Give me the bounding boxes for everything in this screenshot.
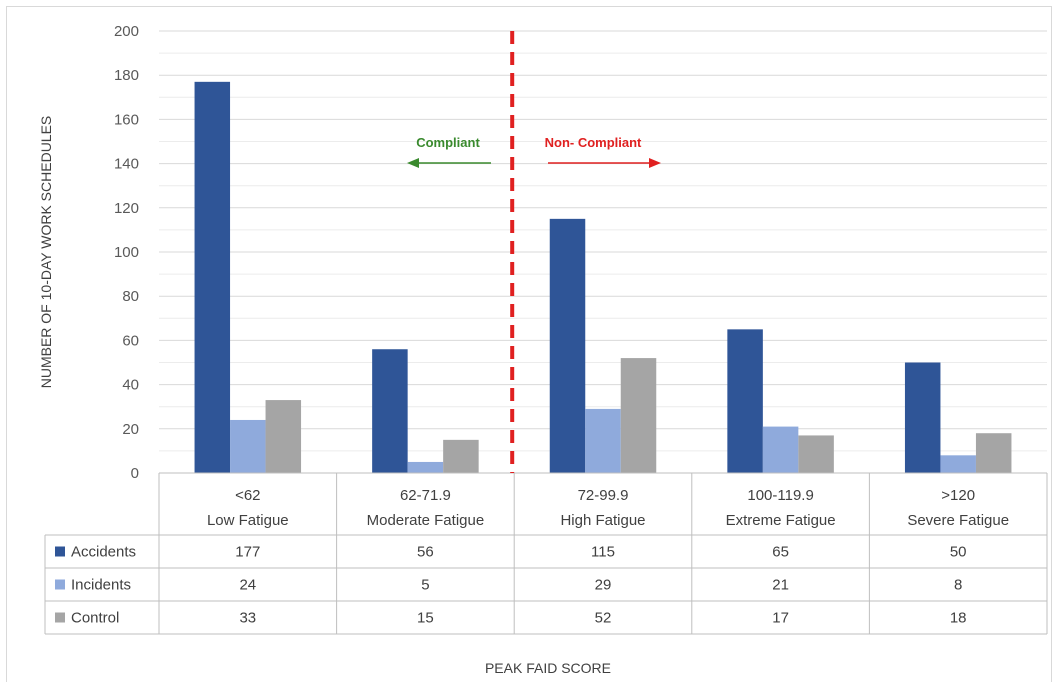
y-tick-label: 120 [114, 200, 139, 217]
data-table-value: 115 [591, 544, 615, 561]
legend-key-control [55, 612, 65, 623]
data-table-value: 15 [417, 610, 434, 627]
bar-incidents [762, 426, 799, 473]
bar-control [443, 439, 479, 473]
y-tick-label: 20 [122, 421, 139, 438]
data-table-value: 17 [772, 610, 789, 627]
bar-accidents [372, 349, 408, 473]
y-tick-label: 200 [114, 23, 139, 40]
data-table-value: 18 [950, 610, 967, 627]
bar-incidents [407, 461, 444, 473]
non-compliant-label: Non- Compliant [545, 135, 642, 150]
chart-svg: 0 20 40 60 80 100 120 140 160 180 200 <62 Low Fatigu… [38, 23, 1048, 676]
category-label-line1: 100-119.9 [747, 487, 813, 504]
y-tick-label: 40 [122, 377, 139, 394]
y-tick-label: 80 [122, 288, 139, 305]
bar-incidents [940, 455, 976, 473]
data-table-value: 33 [239, 610, 256, 627]
bar-accidents [904, 362, 941, 473]
compliant-arrowhead [407, 158, 419, 168]
legend-key-incidents [55, 579, 65, 590]
data-table-value: 21 [772, 577, 789, 594]
bar-incidents [230, 419, 266, 473]
legend-label-incidents: Incidents [71, 577, 131, 594]
data-table-value: 8 [954, 577, 962, 594]
y-axis-title: NUMBER OF 10-DAY WORK SCHEDULES [38, 116, 54, 389]
bar-accidents [549, 218, 586, 473]
category-label-line2: Moderate Fatigue [367, 512, 485, 529]
category-label-line2: High Fatigue [560, 512, 645, 529]
y-tick-label: 60 [122, 332, 139, 349]
y-tick-label: 140 [114, 156, 139, 173]
y-tick-label: 180 [114, 67, 139, 84]
bar-control [620, 358, 657, 473]
data-table-value: 29 [595, 577, 612, 594]
category-label-line2: Low Fatigue [207, 512, 289, 529]
bar-control [975, 433, 1012, 473]
data-table-value: 24 [239, 577, 256, 594]
chart-frame: 0 20 40 60 80 100 120 140 160 180 200 <62 Low Fatigu… [6, 6, 1052, 682]
category-label-line2: Extreme Fatigue [726, 512, 836, 529]
category-label-line1: <62 [235, 487, 260, 504]
legend-label-accidents: Accidents [71, 544, 136, 561]
y-tick-label: 0 [131, 465, 139, 482]
category-label-line2: Severe Fatigue [907, 512, 1009, 529]
legend-label-control: Control [71, 610, 119, 627]
data-table-value: 56 [417, 544, 434, 561]
bar-control [265, 400, 302, 473]
x-axis-title: PEAK FAID SCORE [485, 660, 611, 676]
y-tick-label: 100 [114, 244, 139, 261]
data-table-value: 52 [595, 610, 612, 627]
compliant-label: Compliant [416, 135, 480, 150]
data-table-value: 177 [235, 544, 260, 561]
legend-key-accidents [55, 546, 65, 557]
data-table-value: 5 [421, 577, 429, 594]
category-label-line1: 62-71.9 [400, 487, 451, 504]
y-tick-label: 160 [114, 111, 139, 128]
non-compliant-arrowhead [649, 158, 661, 168]
bar-incidents [585, 408, 621, 473]
data-table-value: 65 [772, 544, 789, 561]
data-table-value: 50 [950, 544, 967, 561]
category-label-line1: 72-99.9 [578, 487, 629, 504]
bar-control [798, 435, 834, 473]
bar-accidents [727, 329, 763, 473]
bar-accidents [194, 81, 231, 473]
category-label-line1: >120 [941, 487, 975, 504]
